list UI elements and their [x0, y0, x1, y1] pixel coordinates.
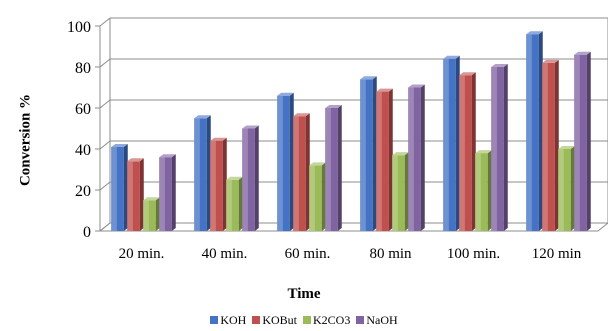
- legend-swatch: [356, 316, 365, 324]
- legend-swatch: [210, 316, 219, 324]
- y-tick-label: 20: [75, 183, 91, 200]
- legend-swatch: [252, 316, 261, 324]
- legend: KOH KOBut K2CO3 NaOH: [0, 313, 608, 328]
- legend-swatch: [303, 316, 311, 324]
- x-axis-label: Time: [287, 286, 321, 302]
- chart-walls: [95, 18, 608, 232]
- legend-item: KOH: [210, 313, 246, 328]
- bar-koh-5: [443, 55, 460, 231]
- bar-kobut-3: [293, 113, 310, 231]
- x-tick-label: 100 min.: [447, 246, 500, 262]
- bar-naoh-5: [491, 64, 508, 231]
- chart-floor: [98, 222, 608, 232]
- legend-label: K2CO3: [313, 313, 351, 327]
- x-tick-label: 20 min.: [119, 246, 165, 262]
- legend-label: NaOH: [366, 313, 398, 327]
- legend-item: KOBut: [252, 313, 297, 328]
- bar-k2co3-6: [558, 146, 575, 231]
- gridline-side: [99, 58, 111, 68]
- x-tick-labels: 20 min. 40 min. 60 min. 80 min 100 min. 120 m…: [119, 246, 582, 262]
- bars: [111, 31, 591, 232]
- bar-koh-6: [526, 31, 543, 232]
- bar-naoh-6: [574, 51, 591, 232]
- legend-label: KOBut: [262, 313, 297, 327]
- x-tick-label: 80 min: [369, 246, 412, 262]
- y-tick-label: 40: [75, 142, 91, 159]
- bar-k2co3-1: [143, 197, 160, 231]
- y-axis-label: Conversion %: [17, 93, 34, 187]
- gridline-side: [99, 181, 111, 191]
- gridline-side: [99, 140, 111, 150]
- x-tick-label: 40 min.: [202, 246, 248, 262]
- y-tick-label: 100: [67, 19, 91, 36]
- bar-k2co3-2: [226, 176, 243, 231]
- bar-k2co3-4: [392, 152, 409, 231]
- bar-kobut-6: [542, 59, 559, 232]
- bar-koh-1: [111, 143, 128, 231]
- bar-koh-4: [360, 76, 377, 231]
- x-tick-label: 120 min: [532, 246, 582, 262]
- y-tick-label: 0: [83, 224, 91, 241]
- legend-label: KOH: [220, 313, 247, 327]
- legend-item: K2CO3: [303, 313, 350, 328]
- bar-naoh-4: [408, 84, 425, 231]
- bar-koh-3: [277, 92, 294, 231]
- y-tick-labels: 0 20 40 60 80 100: [67, 19, 91, 241]
- gridline-side: [99, 17, 111, 27]
- y-tick-label: 60: [75, 101, 91, 118]
- gridline-side: [99, 99, 111, 109]
- bar-koh-2: [194, 115, 211, 231]
- bar-kobut-5: [459, 72, 476, 231]
- y-tick-label: 80: [75, 60, 91, 77]
- bar-kobut-1: [127, 158, 144, 231]
- gridlines: [99, 17, 608, 232]
- bar-kobut-4: [376, 88, 393, 231]
- bar-naoh-2: [242, 125, 259, 231]
- bar-naoh-3: [325, 105, 342, 231]
- x-tick-label: 60 min.: [285, 246, 331, 262]
- bar-naoh-1: [159, 154, 176, 231]
- bar-k2co3-5: [475, 150, 492, 231]
- bar-kobut-2: [210, 137, 227, 231]
- bar-k2co3-3: [309, 162, 326, 231]
- legend-item: NaOH: [356, 313, 398, 328]
